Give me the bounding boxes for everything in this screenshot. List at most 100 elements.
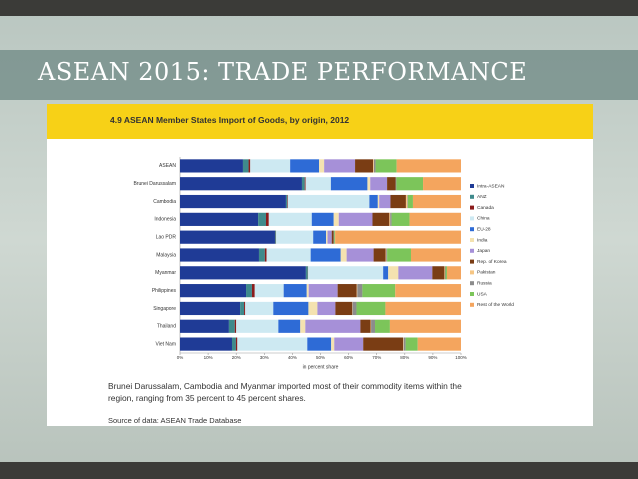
bar-segment bbox=[180, 177, 302, 191]
top-band bbox=[0, 0, 638, 16]
bar-segment bbox=[356, 284, 358, 298]
bar-segment bbox=[395, 177, 397, 191]
bar-segment bbox=[306, 284, 309, 298]
bar-segment bbox=[246, 284, 252, 298]
bar-segment bbox=[258, 212, 266, 226]
bar-segment bbox=[383, 266, 389, 280]
bar-segment bbox=[266, 248, 311, 262]
bar-segment bbox=[265, 212, 269, 226]
bar-segment bbox=[245, 301, 274, 316]
bar-segment bbox=[387, 248, 411, 262]
bar-segment bbox=[372, 212, 390, 226]
bar-segment bbox=[355, 159, 374, 173]
legend-swatch bbox=[470, 227, 474, 232]
bar-segment bbox=[369, 194, 378, 209]
x-tick-label: 90% bbox=[428, 355, 437, 360]
bar-segment bbox=[326, 230, 328, 244]
x-tick-label: 80% bbox=[400, 355, 409, 360]
legend-label: Japan bbox=[477, 248, 490, 254]
legend-label: Intra-ASEAN bbox=[477, 183, 505, 189]
bar-segment bbox=[373, 159, 374, 173]
bar-segment bbox=[264, 248, 267, 262]
y-tick-label: Cambodia bbox=[153, 199, 176, 205]
bar-segment bbox=[417, 337, 461, 351]
legend-label: ANZ bbox=[477, 194, 487, 200]
bar-segment bbox=[407, 194, 413, 209]
x-tick-label: 30% bbox=[260, 355, 269, 360]
bar-segment bbox=[287, 194, 288, 209]
bar-segment bbox=[403, 337, 404, 351]
bar-segment bbox=[308, 266, 384, 280]
bar-segment bbox=[390, 194, 406, 209]
y-tick-label: Myanmar bbox=[155, 270, 176, 276]
bar-segment bbox=[231, 337, 236, 351]
bar-segment bbox=[331, 337, 335, 351]
bar-segment bbox=[283, 284, 307, 298]
bar-segment bbox=[305, 266, 308, 280]
bar-segment bbox=[180, 212, 259, 226]
bar-segment bbox=[248, 159, 251, 173]
bottom-band bbox=[0, 462, 638, 479]
legend-label: Pakistan bbox=[477, 270, 496, 276]
legend-label: Rest of the World bbox=[477, 302, 514, 308]
source: Source of data: ASEAN Trade Database bbox=[108, 416, 242, 425]
bar-segment bbox=[395, 284, 461, 298]
bar-segment bbox=[387, 177, 396, 191]
bar-segment bbox=[180, 266, 306, 280]
bar-segment bbox=[352, 301, 357, 316]
bar-segment bbox=[180, 284, 247, 298]
bar-segment bbox=[234, 319, 237, 333]
bar-segment bbox=[373, 159, 376, 173]
bar-segment bbox=[335, 230, 461, 244]
legend-swatch bbox=[470, 292, 474, 296]
bar-segment bbox=[307, 337, 332, 351]
bar-segment bbox=[360, 319, 371, 333]
bar-segment bbox=[301, 177, 305, 191]
legend-swatch bbox=[470, 259, 474, 264]
chart-panel bbox=[47, 104, 593, 426]
bar-segment bbox=[333, 212, 339, 226]
bar-segment bbox=[254, 284, 284, 298]
bar-segment bbox=[300, 319, 306, 333]
bar-segment bbox=[385, 248, 387, 262]
bar-segment bbox=[363, 337, 404, 351]
bar-segment bbox=[290, 159, 320, 173]
y-tick-label: ASEAN bbox=[159, 163, 176, 169]
bar-segment bbox=[398, 266, 433, 280]
chart-header bbox=[47, 104, 593, 139]
bar-segment bbox=[375, 159, 397, 173]
legend-swatch bbox=[470, 216, 474, 221]
bar-segment bbox=[305, 177, 331, 191]
bar-segment bbox=[389, 212, 391, 226]
bar-segment bbox=[388, 266, 399, 280]
bar-segment bbox=[331, 230, 334, 244]
bar-segment bbox=[370, 319, 372, 333]
legend-label: India bbox=[477, 237, 488, 243]
bar-segment bbox=[273, 301, 309, 316]
y-tick-label: Malaysia bbox=[156, 252, 176, 258]
bar-segment bbox=[375, 319, 390, 333]
bar-segment bbox=[180, 230, 275, 244]
bar-segment bbox=[180, 159, 243, 173]
y-tick-label: Brunei Darussalam bbox=[133, 181, 176, 187]
bar-segment bbox=[379, 194, 391, 209]
bar-segment bbox=[335, 301, 353, 316]
bar-segment bbox=[240, 301, 245, 316]
bar-segment bbox=[446, 266, 461, 280]
bar-segment bbox=[445, 266, 447, 280]
bar-segment bbox=[444, 266, 445, 280]
legend-swatch bbox=[470, 184, 474, 188]
bar-segment bbox=[268, 212, 312, 226]
x-tick-label: 20% bbox=[232, 355, 241, 360]
legend-swatch bbox=[470, 281, 474, 286]
bar-segment bbox=[235, 337, 238, 351]
bar-segment bbox=[412, 194, 461, 209]
x-tick-label: 70% bbox=[372, 355, 381, 360]
bar-segment bbox=[180, 337, 232, 351]
legend-swatch bbox=[470, 302, 474, 307]
bar-segment bbox=[330, 177, 368, 191]
bar-segment bbox=[308, 301, 318, 316]
y-tick-label: Viet Nam bbox=[156, 341, 176, 347]
bar-segment bbox=[407, 194, 408, 209]
bar-segment bbox=[308, 284, 338, 298]
